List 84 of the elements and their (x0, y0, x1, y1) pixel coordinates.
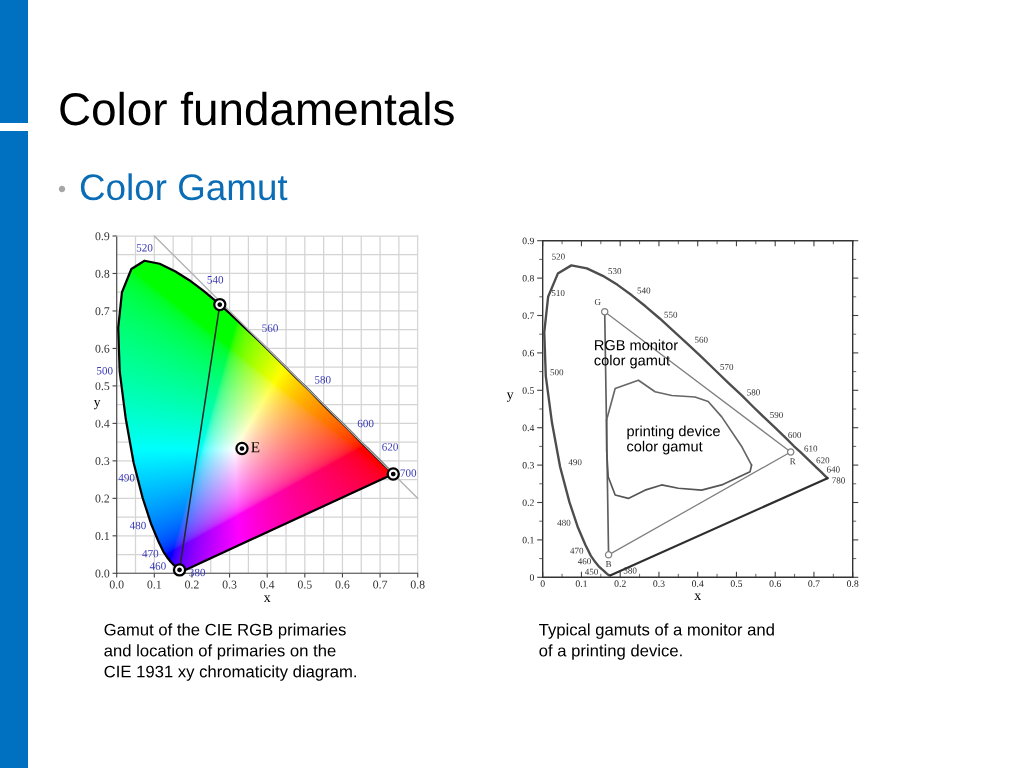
x-tick-label: 0 (540, 580, 545, 587)
x-tick-label: 0.5 (730, 580, 743, 587)
annotation: 460 (149, 562, 166, 570)
y-tick-label: 0.9 (95, 232, 110, 241)
y-tick-label: 0.6 (95, 344, 110, 353)
annotation: 600 (357, 419, 374, 428)
annotation: R (789, 458, 796, 465)
x-tick-label: 0.8 (410, 580, 425, 589)
y-tick-label: 0.7 (522, 312, 535, 320)
y-tick-label: 0.3 (95, 457, 110, 466)
y-tick-label: 0.4 (522, 424, 535, 432)
x-tick-label: 0.0 (109, 580, 124, 589)
annotation: B (605, 561, 612, 568)
text: Gamut of the CIE RGB primaries and location of primaries on the CIE 1931 xy chromaticity diagram. (104, 623, 356, 681)
y-tick-label: 0.0 (95, 569, 110, 578)
annotation: 520 (136, 244, 153, 252)
annotation: 380 (623, 567, 637, 574)
x-tick-label: 0.2 (614, 580, 626, 587)
annotation: 450 (584, 568, 598, 575)
x-axis-title: x (263, 595, 271, 602)
x-tick-label: 0.7 (373, 580, 388, 589)
x-tick-label: 0.3 (222, 580, 237, 589)
annotation: 600 (788, 431, 802, 439)
annotation: 480 (557, 519, 571, 526)
y-tick-label: 0.8 (522, 275, 534, 282)
y-tick-label: 0.1 (95, 532, 110, 541)
annotation: 610 (804, 445, 818, 452)
y-axis-title: y (93, 399, 101, 410)
annotation: 470 (142, 549, 159, 558)
annotation: 580 (747, 389, 760, 396)
annotation: 540 (637, 287, 651, 294)
y-tick-label: 0.9 (522, 237, 534, 245)
x-tick-label: 0.2 (185, 580, 199, 589)
y-tick-label: 0.4 (95, 419, 110, 428)
x-tick-label: 0.4 (260, 580, 275, 589)
text: Color fundamentals (60, 91, 454, 126)
annotation: 480 (129, 521, 146, 530)
x-tick-label: 0.5 (297, 580, 312, 589)
y-tick-label: 0.5 (95, 382, 110, 391)
annotation: 620 (382, 443, 398, 451)
annotation: 500 (97, 366, 113, 375)
annotation: 700 (400, 469, 417, 477)
annotation: 510 (551, 289, 565, 297)
annotation: 780 (832, 477, 845, 484)
annotation: 560 (694, 336, 708, 343)
annotation: 560 (262, 324, 278, 332)
series-label: E (251, 442, 260, 453)
annotation: G (594, 298, 601, 306)
x-tick-label: 0.3 (653, 580, 665, 587)
annotation: 640 (826, 466, 840, 473)
y-tick-label: 0 (529, 574, 534, 581)
y-tick-label: 0.7 (95, 307, 110, 316)
x-tick-label: 0.6 (335, 580, 350, 589)
annotation: 460 (577, 558, 591, 565)
annotation: 470 (570, 547, 584, 554)
x-axis-title: x (694, 593, 701, 600)
annotation: 580 (315, 376, 331, 384)
annotation: printing device color gamut (627, 425, 720, 455)
y-tick-label: 0.1 (522, 536, 534, 544)
annotation: 530 (608, 268, 622, 275)
y-tick-label: 0.3 (522, 462, 534, 469)
y-tick-label: 0.6 (522, 349, 535, 357)
annotation: 570 (720, 363, 734, 370)
annotation: 620 (816, 457, 830, 464)
annotation: 520 (552, 253, 565, 260)
x-tick-label: 0.4 (691, 580, 704, 587)
annotation: 490 (568, 459, 582, 466)
annotation: 490 (118, 474, 135, 482)
x-tick-label: 0.6 (769, 580, 781, 587)
x-tick-label: 0.1 (147, 580, 161, 589)
x-tick-label: 0.8 (846, 580, 859, 587)
annotation: 590 (770, 411, 783, 418)
annotation: 550 (664, 311, 678, 318)
y-tick-label: 0.2 (95, 494, 110, 503)
annotation: 500 (550, 369, 564, 376)
y-tick-label: 0.5 (522, 387, 534, 394)
x-tick-label: 0.1 (575, 580, 587, 587)
y-tick-label: 0.8 (95, 269, 110, 278)
text: Color Gamut (80, 173, 288, 201)
x-tick-label: 0.7 (808, 580, 820, 587)
annotation: 540 (207, 276, 224, 284)
text: Typical gamuts of a monitor and of a printing device. (539, 623, 774, 660)
y-axis-title: y (506, 392, 514, 402)
y-tick-label: 0.2 (522, 499, 534, 507)
